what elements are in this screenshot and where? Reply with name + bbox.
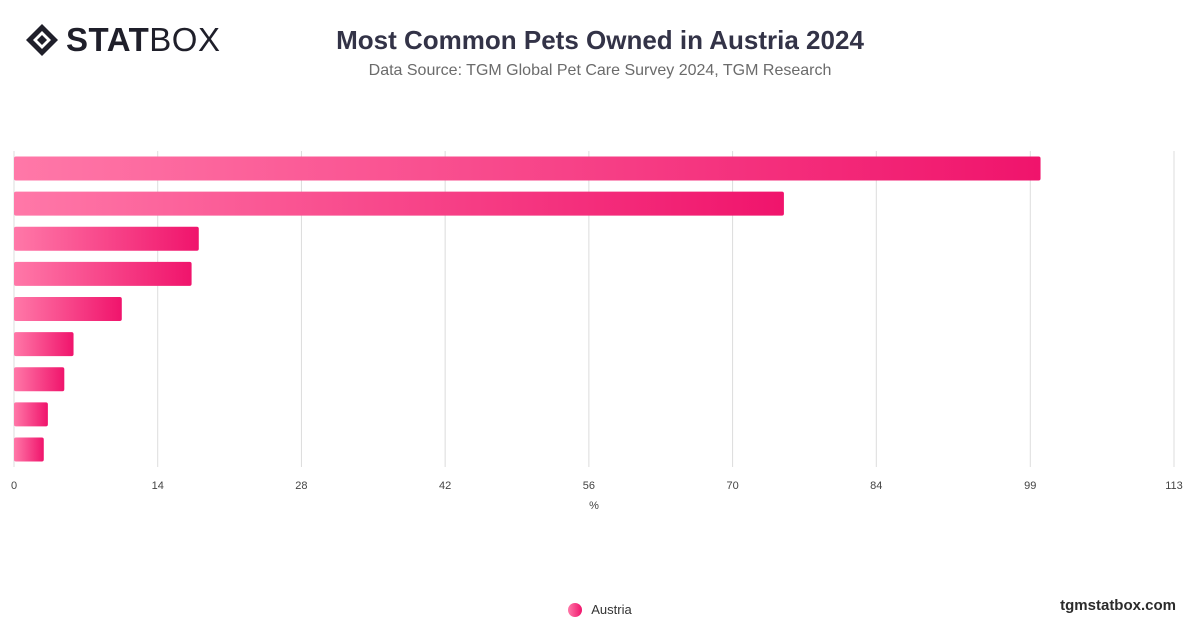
brand-bold-text: STAT (66, 21, 150, 58)
x-tick-label: 14 (152, 480, 164, 492)
bar-9[interactable] (14, 437, 44, 462)
legend-label-austria: Austria (591, 602, 632, 617)
bar-5[interactable] (14, 297, 122, 321)
x-tick-label: 56 (583, 480, 595, 492)
bar-6[interactable] (14, 332, 74, 357)
legend-swatch-austria (568, 602, 583, 617)
x-tick-label: 70 (726, 480, 738, 492)
chart-legend[interactable]: Austria (0, 602, 1200, 617)
x-tick-label: 113 (1165, 480, 1183, 492)
diamond-logo-icon (26, 24, 58, 56)
x-tick-label: 0 (11, 480, 17, 492)
statbox-logo: STATBOX (24, 22, 220, 58)
bar-8[interactable] (14, 402, 48, 427)
bar-3[interactable] (14, 226, 199, 251)
x-tick-label: 28 (295, 480, 307, 492)
x-tick-label: 99 (1024, 480, 1036, 492)
brand-wordmark: STATBOX (66, 22, 220, 58)
chart-subtitle: Data Source: TGM Global Pet Care Survey … (368, 62, 832, 79)
bar-7[interactable] (14, 367, 65, 392)
x-tick-label: 84 (870, 480, 882, 492)
bar-4[interactable] (14, 261, 192, 286)
x-tick-label: 42 (439, 480, 451, 492)
chart-title: Most Common Pets Owned in Austria 2024 (336, 25, 864, 55)
footer-site-link[interactable]: tgmstatbox.com (1060, 597, 1176, 614)
bar-1[interactable] (14, 156, 1041, 181)
bar-2[interactable] (14, 191, 784, 216)
x-axis-label: % (589, 500, 599, 512)
brand-light-text: BOX (149, 21, 221, 58)
